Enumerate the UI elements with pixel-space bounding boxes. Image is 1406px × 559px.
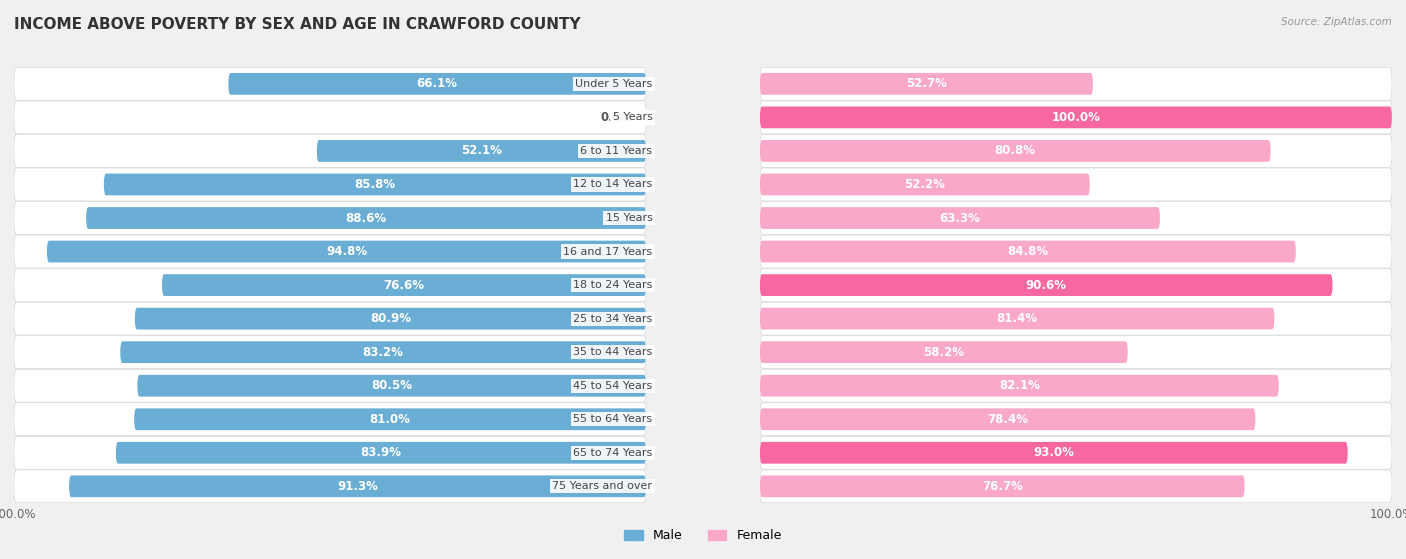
Text: INCOME ABOVE POVERTY BY SEX AND AGE IN CRAWFORD COUNTY: INCOME ABOVE POVERTY BY SEX AND AGE IN C… [14,17,581,32]
FancyBboxPatch shape [138,375,647,397]
Text: 45 to 54 Years: 45 to 54 Years [574,381,652,391]
Text: 90.6%: 90.6% [1026,278,1067,292]
FancyBboxPatch shape [759,202,1392,234]
Text: 75 Years and over: 75 Years and over [553,481,652,491]
FancyBboxPatch shape [759,369,1392,402]
Text: 25 to 34 Years: 25 to 34 Years [574,314,652,324]
Text: 6 to 11 Years: 6 to 11 Years [581,146,652,156]
Text: 66.1%: 66.1% [416,77,458,91]
FancyBboxPatch shape [759,437,1392,469]
Text: 93.0%: 93.0% [1033,446,1074,459]
FancyBboxPatch shape [759,73,1092,94]
FancyBboxPatch shape [759,173,1090,195]
Text: 80.9%: 80.9% [370,312,411,325]
FancyBboxPatch shape [14,369,647,402]
FancyBboxPatch shape [759,274,1333,296]
FancyBboxPatch shape [14,68,647,100]
FancyBboxPatch shape [14,202,647,234]
Text: 52.7%: 52.7% [905,77,946,91]
FancyBboxPatch shape [162,274,647,296]
FancyBboxPatch shape [14,302,647,335]
FancyBboxPatch shape [759,140,1271,162]
FancyBboxPatch shape [14,269,647,301]
FancyBboxPatch shape [759,168,1392,201]
Text: 35 to 44 Years: 35 to 44 Years [574,347,652,357]
Text: 83.9%: 83.9% [360,446,402,459]
Text: 80.5%: 80.5% [371,379,412,392]
FancyBboxPatch shape [759,68,1392,100]
FancyBboxPatch shape [14,168,647,201]
Text: 88.6%: 88.6% [346,211,387,225]
Text: 58.2%: 58.2% [924,345,965,359]
FancyBboxPatch shape [759,336,1392,368]
Text: 52.1%: 52.1% [461,144,502,158]
Text: 85.8%: 85.8% [354,178,395,191]
Text: 84.8%: 84.8% [1007,245,1049,258]
FancyBboxPatch shape [121,341,647,363]
Text: 94.8%: 94.8% [326,245,367,258]
Text: Source: ZipAtlas.com: Source: ZipAtlas.com [1281,17,1392,27]
FancyBboxPatch shape [759,235,1392,268]
FancyBboxPatch shape [228,73,647,94]
Text: Under 5 Years: Under 5 Years [575,79,652,89]
FancyBboxPatch shape [759,375,1279,397]
Text: 82.1%: 82.1% [998,379,1040,392]
FancyBboxPatch shape [759,101,1392,134]
FancyBboxPatch shape [134,408,647,430]
FancyBboxPatch shape [316,140,647,162]
FancyBboxPatch shape [14,403,647,435]
FancyBboxPatch shape [14,470,647,503]
FancyBboxPatch shape [759,269,1392,301]
FancyBboxPatch shape [14,135,647,167]
FancyBboxPatch shape [759,403,1392,435]
Text: 78.4%: 78.4% [987,413,1028,426]
Text: 16 and 17 Years: 16 and 17 Years [564,247,652,257]
FancyBboxPatch shape [759,307,1274,329]
FancyBboxPatch shape [104,173,647,195]
FancyBboxPatch shape [759,408,1256,430]
FancyBboxPatch shape [759,341,1128,363]
FancyBboxPatch shape [759,302,1392,335]
Text: 76.6%: 76.6% [384,278,425,292]
FancyBboxPatch shape [14,235,647,268]
Text: 52.2%: 52.2% [904,178,945,191]
FancyBboxPatch shape [14,437,647,469]
FancyBboxPatch shape [759,135,1392,167]
Text: 15 Years: 15 Years [606,213,652,223]
Text: 100.0%: 100.0% [1052,111,1101,124]
FancyBboxPatch shape [115,442,647,464]
FancyBboxPatch shape [759,207,1160,229]
FancyBboxPatch shape [14,336,647,368]
Text: 83.2%: 83.2% [363,345,404,359]
FancyBboxPatch shape [759,240,1296,262]
Legend: Male, Female: Male, Female [619,524,787,547]
Text: 63.3%: 63.3% [939,211,980,225]
FancyBboxPatch shape [86,207,647,229]
FancyBboxPatch shape [759,106,1392,128]
Text: 18 to 24 Years: 18 to 24 Years [574,280,652,290]
FancyBboxPatch shape [759,442,1348,464]
Text: 5 Years: 5 Years [613,112,652,122]
Text: 55 to 64 Years: 55 to 64 Years [574,414,652,424]
Text: 12 to 14 Years: 12 to 14 Years [574,179,652,190]
FancyBboxPatch shape [46,240,647,262]
Text: 80.8%: 80.8% [994,144,1036,158]
Text: 91.3%: 91.3% [337,480,378,493]
Text: 0.0%: 0.0% [600,111,634,124]
FancyBboxPatch shape [14,101,647,134]
FancyBboxPatch shape [759,475,1244,498]
Text: 81.0%: 81.0% [370,413,411,426]
FancyBboxPatch shape [759,470,1392,503]
FancyBboxPatch shape [69,475,647,498]
Text: 76.7%: 76.7% [981,480,1022,493]
Text: 81.4%: 81.4% [997,312,1038,325]
FancyBboxPatch shape [135,307,647,329]
Text: 65 to 74 Years: 65 to 74 Years [574,448,652,458]
